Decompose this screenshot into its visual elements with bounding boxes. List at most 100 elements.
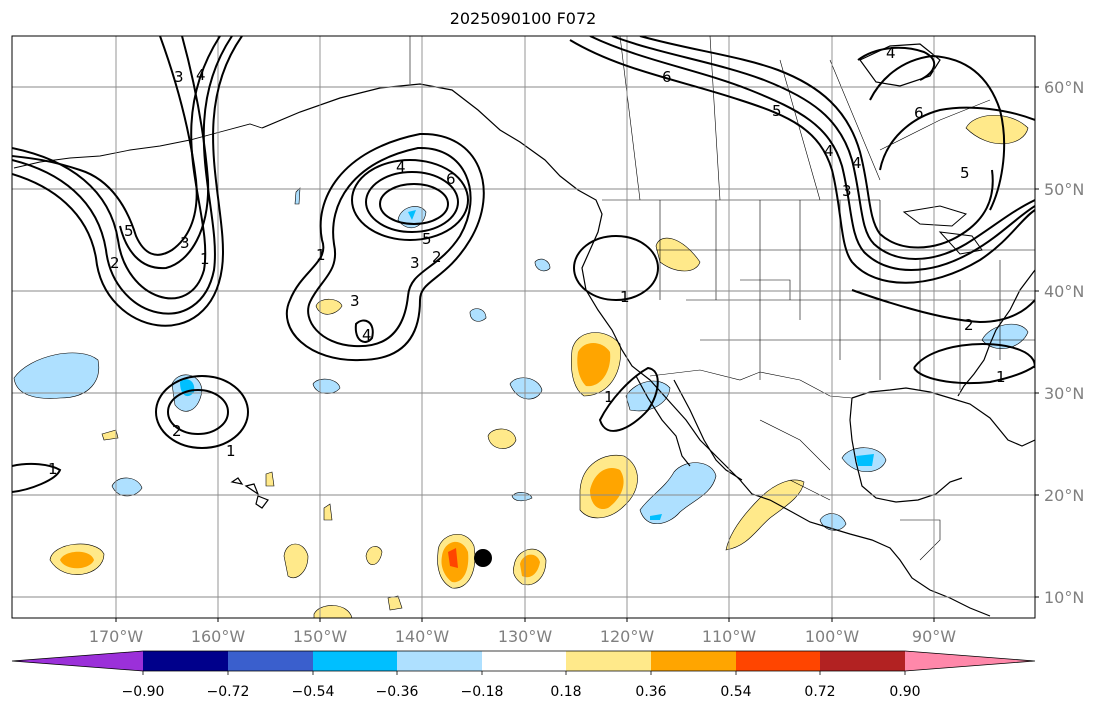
contour-label: 1 [316, 246, 326, 264]
lon-label: 150°W [293, 627, 348, 646]
colorbar-tick-label: −0.36 [376, 684, 419, 700]
contour-label: 1 [620, 288, 630, 306]
negative-anomaly-patch [469, 308, 487, 322]
longitude-labels: 170°W 160°W 150°W 140°W 130°W 120°W 110°… [89, 627, 956, 646]
negative-anomaly-patch [856, 454, 874, 466]
contour-label: 6 [662, 68, 672, 86]
alaska-aleutians [13, 123, 263, 169]
contour-label: 3 [410, 254, 420, 272]
lat-label: 10°N [1044, 588, 1084, 607]
lon-label: 100°W [805, 627, 860, 646]
gridlines [12, 36, 1035, 618]
colorbar-tick-label: 0.54 [720, 684, 751, 700]
colorbar-segment [313, 651, 397, 671]
contour-line [879, 106, 1035, 171]
positive-anomaly-patch [323, 503, 333, 521]
latitude-labels: 60°N 50°N 40°N 30°N 20°N 10°N [1044, 78, 1084, 607]
positive-anomaly-patch [101, 429, 119, 441]
positive-anomaly-patch [283, 543, 309, 578]
positive-anomaly-patch [313, 605, 353, 618]
contour-line [589, 36, 1035, 271]
canada-provinces [619, 36, 991, 201]
colorbar-tick-label: 0.72 [804, 684, 835, 700]
map-title: 2025090100 F072 [449, 9, 597, 28]
contour-label: 2 [110, 254, 120, 272]
contour-label: 2 [432, 248, 442, 266]
contour-label: 1 [604, 388, 614, 406]
negative-anomaly-patch [650, 514, 662, 520]
contour-label: 4 [886, 44, 896, 62]
state-borders [656, 200, 1035, 390]
colorbar-segment [736, 651, 820, 671]
hawaii [230, 477, 269, 509]
colorbar-segment [397, 651, 482, 671]
contour-label: 4 [396, 158, 406, 176]
contour-label: 4 [362, 326, 372, 344]
hudson-bay-area [859, 43, 941, 87]
contour-line [851, 289, 1035, 324]
negative-anomaly-patch [625, 380, 671, 412]
colorbar-segment [566, 651, 651, 671]
lon-label: 170°W [89, 627, 144, 646]
contour-label: 3 [842, 182, 852, 200]
contour-label: 3 [180, 234, 190, 252]
contour-label: 3 [350, 292, 360, 310]
colorbar-segment [651, 651, 736, 671]
contour-line [285, 132, 485, 362]
colorbar: −0.90 −0.72 −0.54 −0.36 −0.18 0.18 0.36 … [11, 650, 1036, 700]
contour-label: 2 [172, 422, 182, 440]
colorbar-tick-label: −0.54 [292, 684, 335, 700]
colorbar-segment [228, 651, 313, 671]
contour-line [379, 183, 449, 225]
negative-anomaly-patch [111, 477, 143, 497]
lat-label: 20°N [1044, 486, 1084, 505]
negative-anomaly-patch [511, 492, 533, 502]
map-frame [11, 35, 1036, 619]
contour-line [167, 389, 229, 435]
contour-label: 5 [772, 102, 782, 120]
contour-label: 4 [824, 142, 834, 160]
contour-label: 4 [196, 66, 206, 84]
contour-label: 1 [996, 368, 1006, 386]
positive-anomaly-patch [655, 237, 701, 272]
axis-ticks [115, 86, 1039, 622]
negative-anomaly-patch [408, 210, 416, 220]
contour-lines [12, 36, 1035, 493]
lat-label: 60°N [1044, 78, 1084, 97]
colorbar-segment [143, 651, 228, 671]
contour-line [12, 36, 243, 327]
lat-label: 30°N [1044, 384, 1084, 403]
positive-anomaly-patch [487, 428, 517, 449]
contour-line [598, 366, 659, 432]
contour-line [155, 375, 249, 449]
contour-label: 5 [422, 230, 432, 248]
contour-line [354, 319, 374, 343]
negative-anomaly-patch [13, 352, 100, 399]
colorbar-tick-label: −0.18 [461, 684, 504, 700]
contour-line [857, 46, 935, 81]
contour-line [869, 54, 1006, 211]
positive-anomaly-patch [577, 343, 611, 387]
negative-anomaly-patch [639, 462, 717, 525]
contour-label: 5 [124, 222, 134, 240]
contour-labels: 1 3 5 2 4 3 4 6 5 2 3 1 3 4 2 1 1 1 1 6 … [48, 44, 1006, 478]
negative-anomaly-patch [819, 513, 847, 531]
contour-line [569, 39, 1035, 284]
negative-anomaly-patch [981, 323, 1029, 349]
positive-anomaly-patch [265, 471, 275, 487]
contour-line [12, 462, 62, 493]
contour-label: 6 [446, 170, 456, 188]
positive-anomaly-patch [725, 479, 805, 551]
contour-line [351, 159, 469, 241]
contour-line [573, 235, 659, 301]
colorbar-tick-label: 0.36 [635, 684, 666, 700]
lon-label: 140°W [395, 627, 450, 646]
positive-anomaly-patch [965, 115, 1029, 145]
contour-label: 1 [226, 442, 236, 460]
colorbar-segment [482, 651, 566, 671]
colorbar-min-extension [12, 651, 143, 671]
lon-label: 110°W [702, 627, 757, 646]
contour-label: 1 [48, 460, 58, 478]
mexico-states [759, 419, 941, 561]
